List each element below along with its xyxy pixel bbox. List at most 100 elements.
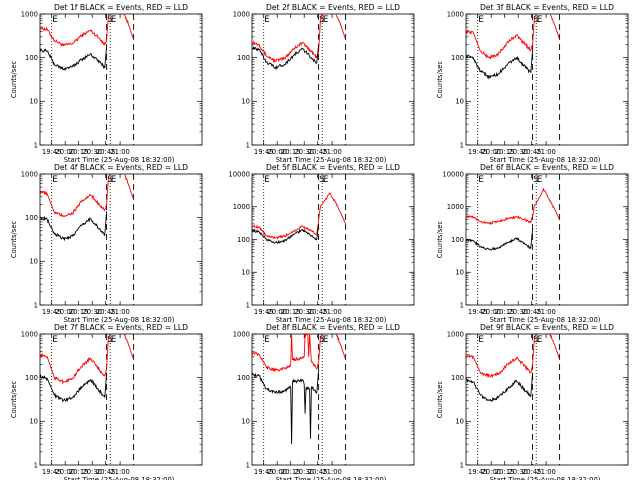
plot-frame [39, 333, 203, 466]
y-tick-label: 100 [237, 54, 250, 62]
y-tick-label: 1000 [447, 203, 464, 211]
y-tick-label: 1000 [233, 10, 250, 18]
x-tick-label: 20:30 [82, 468, 102, 476]
series-line-lld [252, 192, 347, 240]
chart-panel-2: Det 2f BLACK = Events, RED = LLD 1 10 100 10… [233, 3, 415, 164]
marker-label: E [52, 175, 58, 185]
series-line-lld [466, 334, 561, 379]
x-axis-label: Start Time (25-Aug-08 18:32:00) [64, 316, 175, 324]
chart-title: Det 8f BLACK = Events, RED = LLD [266, 323, 400, 332]
y-tick-label: 1 [246, 301, 250, 309]
x-tick-label: 20:00 [267, 308, 287, 316]
x-tick-label: 21:00 [110, 468, 130, 476]
x-axis-label: Start Time (25-Aug-08 18:32:00) [276, 316, 387, 324]
x-tick-label: 21:00 [110, 148, 130, 156]
x-tick-label: 21:00 [110, 308, 130, 316]
x-axis-label: Start Time (25-Aug-08 18:32:00) [490, 156, 601, 164]
series-line-lld [466, 187, 561, 226]
marker-label: E [264, 15, 270, 25]
x-axis-label: Start Time (25-Aug-08 18:32:00) [490, 476, 601, 480]
y-tick-label: 10 [455, 98, 464, 106]
y-tick-label: 10 [241, 98, 250, 106]
y-tick-label: 100 [237, 236, 250, 244]
y-tick-label: 10000 [228, 170, 250, 178]
x-tick-label: 20:00 [481, 468, 501, 476]
x-tick-label: 19:45 [468, 308, 488, 316]
y-axis-label: Counts/sec [10, 61, 18, 99]
x-tick-label: 20:45 [308, 468, 328, 476]
y-tick-label: 100 [25, 214, 38, 222]
y-tick-label: 1 [34, 141, 38, 149]
x-tick-label: 20:30 [294, 468, 314, 476]
x-tick-label: 20:30 [82, 308, 102, 316]
y-tick-label: 1 [460, 141, 464, 149]
x-tick-label: 20:45 [96, 148, 116, 156]
x-tick-label: 21:00 [536, 468, 556, 476]
x-tick-label: 20:00 [55, 148, 75, 156]
y-tick-label: 1 [246, 141, 250, 149]
y-tick-label: 10 [29, 98, 38, 106]
x-tick-label: 19:45 [468, 468, 488, 476]
x-tick-label: 21:00 [536, 308, 556, 316]
series-line-lld [40, 14, 135, 47]
marker-label: E [111, 335, 117, 345]
x-tick-label: 20:15 [69, 308, 89, 316]
marker-label: E [323, 175, 329, 185]
plot-frame [39, 173, 203, 306]
y-tick-label: 1000 [233, 203, 250, 211]
series-line-lld [466, 14, 561, 60]
x-tick-label: 20:15 [281, 308, 301, 316]
x-tick-label: 19:45 [254, 308, 274, 316]
chart-panel-6: Det 6f BLACK = Events, RED = LLD 1 10 100 10… [436, 163, 629, 324]
x-tick-label: 20:00 [267, 148, 287, 156]
chart-title: Det 3f BLACK = Events, RED = LLD [480, 3, 614, 12]
x-tick-label: 20:15 [495, 468, 515, 476]
chart-panel-1: Det 1f BLACK = Events, RED = LLD 1 10 100 10… [10, 3, 203, 164]
marker-label: E [323, 15, 329, 25]
y-tick-label: 10 [241, 418, 250, 426]
marker-label: E [264, 335, 270, 345]
plot-frame [465, 333, 629, 466]
x-axis-label: Start Time (25-Aug-08 18:32:00) [276, 476, 387, 480]
marker-label: E [478, 15, 484, 25]
y-tick-label: 1 [34, 301, 38, 309]
marker-label: E [478, 175, 484, 185]
y-tick-label: 1 [34, 461, 38, 469]
x-tick-label: 21:00 [322, 148, 342, 156]
y-tick-label: 1000 [447, 330, 464, 338]
y-tick-label: 1000 [447, 10, 464, 18]
x-tick-label: 20:00 [55, 308, 75, 316]
plot-frame [251, 13, 415, 146]
x-tick-label: 20:00 [481, 148, 501, 156]
y-tick-label: 1000 [21, 330, 38, 338]
marker-label: E [478, 335, 484, 345]
chart-title: Det 2f BLACK = Events, RED = LLD [266, 3, 400, 12]
series-line-events [40, 46, 108, 72]
y-tick-label: 1 [460, 301, 464, 309]
y-tick-label: 10 [455, 269, 464, 277]
plot-frame [39, 13, 203, 146]
x-tick-label: 19:45 [254, 148, 274, 156]
y-tick-label: 10 [241, 269, 250, 277]
x-tick-label: 20:30 [294, 148, 314, 156]
series-line-events [466, 372, 534, 402]
x-axis-label: Start Time (25-Aug-08 18:32:00) [64, 476, 175, 480]
marker-label: E [264, 175, 270, 185]
series-line-lld [252, 334, 347, 373]
y-tick-label: 100 [451, 374, 464, 382]
y-tick-label: 100 [25, 54, 38, 62]
y-axis-label: Counts/sec [436, 381, 444, 419]
series-line-events [466, 228, 534, 251]
chart-title: Det 1f BLACK = Events, RED = LLD [54, 3, 188, 12]
x-tick-label: 19:45 [42, 468, 62, 476]
y-tick-label: 1000 [21, 170, 38, 178]
chart-title: Det 4f BLACK = Events, RED = LLD [54, 163, 188, 172]
series-line-lld [252, 14, 347, 64]
y-tick-label: 1 [460, 461, 464, 469]
chart-panel-7: Det 7f BLACK = Events, RED = LLD 1 10 100 10… [10, 323, 203, 480]
x-tick-label: 19:45 [254, 468, 274, 476]
series-line-lld [40, 334, 135, 385]
chart-panel-5: Det 5f BLACK = Events, RED = LLD 1 10 100 10… [228, 163, 415, 324]
y-tick-label: 1000 [233, 330, 250, 338]
